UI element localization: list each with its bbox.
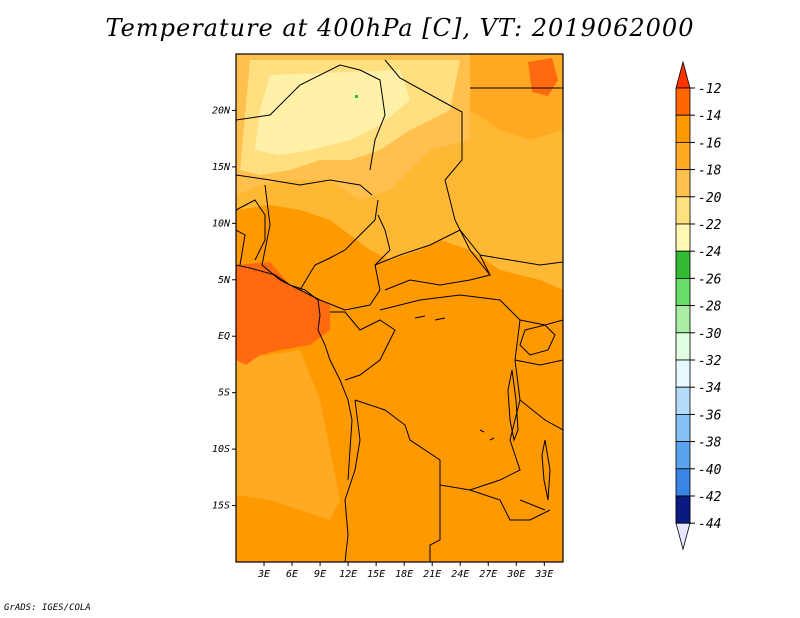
colorbar-box <box>675 359 691 388</box>
colorbar-label: -12 <box>698 82 722 97</box>
map-frame <box>235 53 564 563</box>
colorbar-label: -44 <box>698 517 721 532</box>
colorbar-bottom-block <box>675 495 691 524</box>
lon-tick-label: 30E <box>506 569 525 580</box>
colorbar-box <box>675 441 691 470</box>
colorbar-label: -14 <box>698 109 721 124</box>
lon-tick-label: 3E <box>257 569 270 580</box>
colorbar-box <box>675 141 691 170</box>
border-niger-nigeria <box>236 174 373 196</box>
lat-tick-label: 5N <box>218 275 231 286</box>
colorbar-label: -22 <box>698 218 722 233</box>
lon-tick-label: 15E <box>367 569 385 580</box>
colorbar-label: -40 <box>698 463 722 478</box>
colorbar-box <box>675 250 691 279</box>
lakes-misc <box>414 315 546 511</box>
colorbar-box <box>675 305 691 334</box>
colorbar-label: -38 <box>698 436 722 451</box>
grads-credit: GrADS: IGES/COLA <box>4 603 91 613</box>
lat-tick-label: 15S <box>212 501 230 512</box>
colorbar-box <box>675 277 691 306</box>
colorbar-box <box>675 386 691 415</box>
lat-tick-label: 10N <box>212 218 231 229</box>
lake-victoria <box>519 324 556 356</box>
border-niger-chad <box>384 59 491 276</box>
colorbar-label: -26 <box>698 272 722 287</box>
lon-tick-label: 12E <box>339 569 357 580</box>
colorbar-label: -32 <box>698 354 722 369</box>
chart-title: Temperature at 400hPa [C], VT: 201906200… <box>105 14 695 42</box>
colorbar-label: -28 <box>698 300 722 315</box>
colorbar-box <box>675 468 691 497</box>
field-east-cool-2 <box>380 200 440 245</box>
border-nigeria <box>261 184 379 291</box>
border-zambia <box>469 489 551 521</box>
colorbar-box <box>675 87 691 116</box>
colorbar-label: -16 <box>698 136 722 151</box>
map-field <box>236 54 563 562</box>
lon-tick-label: 33E <box>534 569 553 580</box>
border-angola <box>344 399 441 562</box>
lon-tick-label: 18E <box>395 569 413 580</box>
colorbar-top-arrow <box>675 60 691 89</box>
field-east-cool-1 <box>440 140 560 260</box>
lat-tick-label: EQ <box>218 331 230 342</box>
colorbar-box <box>675 114 691 143</box>
lat-tick-label: 5S <box>218 388 230 399</box>
border-car <box>374 229 491 291</box>
lon-tick-label: 9E <box>314 569 326 580</box>
colorbar-label: -30 <box>698 327 722 342</box>
border-west-coast <box>236 199 266 266</box>
lat-tick-label: 20N <box>212 105 231 116</box>
latitude-axis: 20N 15N 10N 5N EQ 5S 10S 15S <box>212 105 236 512</box>
longitude-axis: 3E 6E 9E 12E 15E 18E 21E 24E 27E 30E 33E <box>257 562 553 580</box>
colorbar-bottom-arrow <box>675 522 691 551</box>
colorbar-label: -36 <box>698 408 722 423</box>
lon-tick-label: 24E <box>451 569 469 580</box>
colorbar-box <box>675 169 691 198</box>
field-gulf-hot <box>236 262 330 365</box>
border-congo <box>330 311 396 381</box>
colorbar-label: -42 <box>698 490 722 505</box>
border-drc <box>354 294 521 491</box>
colorbar-label: -20 <box>698 191 722 206</box>
lon-tick-label: 21E <box>423 569 441 580</box>
field-west-ocean <box>236 350 340 520</box>
lake-tanganyika <box>507 369 519 442</box>
border-sudan <box>470 87 563 266</box>
colorbar: -12 -14 -16 -18 -20 -22 -24 -26 -28 -30 -32 -34 -36 -… <box>675 60 722 551</box>
lat-tick-label: 10S <box>212 444 230 455</box>
lon-tick-label: 6E <box>286 569 298 580</box>
colorbar-label: -24 <box>698 245 721 260</box>
colorbar-box <box>675 332 691 361</box>
colorbar-box <box>675 196 691 225</box>
coastline-gulf <box>236 264 353 481</box>
lat-tick-label: 15N <box>212 162 231 173</box>
field-green-dot <box>355 95 358 98</box>
border-mali-niger <box>236 64 386 171</box>
country-boundaries <box>236 59 563 562</box>
colorbar-box <box>675 413 691 442</box>
border-cameroon <box>299 214 391 311</box>
colorbar-label: -34 <box>698 381 721 396</box>
lon-tick-label: 27E <box>479 569 497 580</box>
colorbar-label: -18 <box>698 164 722 179</box>
field-northeast-hot <box>528 58 558 96</box>
lake-malawi <box>541 439 551 501</box>
colorbar-box <box>675 223 691 252</box>
